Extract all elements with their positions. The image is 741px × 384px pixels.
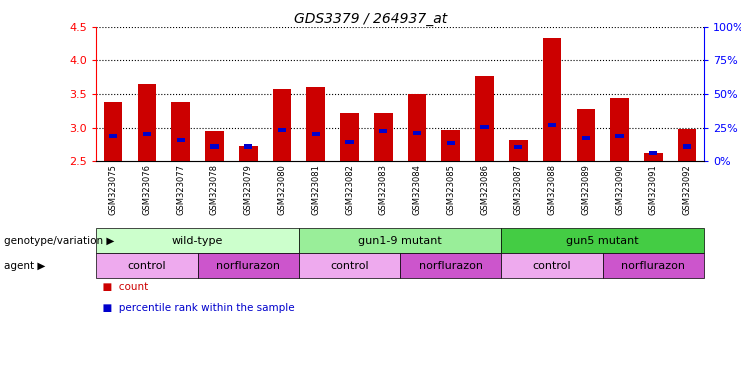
Bar: [509, 140, 528, 161]
Bar: [210, 144, 219, 149]
Text: gun1-9 mutant: gun1-9 mutant: [358, 236, 442, 246]
Bar: [299, 228, 502, 253]
Text: control: control: [330, 261, 369, 271]
Bar: [176, 138, 185, 142]
Bar: [198, 253, 299, 278]
Bar: [644, 153, 662, 161]
Bar: [96, 228, 299, 253]
Bar: [143, 132, 151, 136]
Bar: [379, 129, 388, 133]
Bar: [678, 129, 697, 161]
Bar: [340, 113, 359, 161]
Bar: [447, 141, 455, 145]
Text: agent ▶: agent ▶: [4, 261, 45, 271]
Bar: [374, 113, 393, 161]
Bar: [480, 125, 489, 129]
Bar: [442, 131, 460, 161]
Bar: [273, 89, 291, 161]
Bar: [683, 144, 691, 149]
Text: control: control: [533, 261, 571, 271]
Bar: [311, 132, 320, 136]
Bar: [138, 84, 156, 161]
Text: genotype/variation ▶: genotype/variation ▶: [4, 236, 114, 246]
Bar: [548, 123, 556, 127]
Bar: [582, 136, 590, 141]
Bar: [576, 109, 595, 161]
Bar: [239, 147, 258, 161]
Bar: [611, 98, 629, 161]
Text: ■  count: ■ count: [96, 282, 149, 292]
Bar: [109, 134, 117, 138]
Bar: [96, 253, 198, 278]
Bar: [278, 127, 286, 132]
Text: norflurazon: norflurazon: [419, 261, 483, 271]
Bar: [514, 145, 522, 149]
Bar: [345, 140, 353, 144]
Text: GDS3379 / 264937_at: GDS3379 / 264937_at: [294, 12, 447, 25]
Bar: [413, 131, 421, 135]
Bar: [205, 131, 224, 161]
Bar: [299, 253, 400, 278]
Text: wild-type: wild-type: [172, 236, 223, 246]
Bar: [171, 102, 190, 161]
Text: norflurazon: norflurazon: [216, 261, 280, 271]
Bar: [649, 151, 657, 155]
Bar: [602, 253, 704, 278]
Bar: [104, 102, 122, 161]
Bar: [502, 253, 602, 278]
Bar: [615, 134, 624, 138]
Bar: [400, 253, 502, 278]
Text: control: control: [127, 261, 166, 271]
Bar: [408, 94, 426, 161]
Bar: [244, 144, 253, 149]
Bar: [542, 38, 562, 161]
Bar: [307, 88, 325, 161]
Bar: [502, 228, 704, 253]
Text: norflurazon: norflurazon: [621, 261, 685, 271]
Bar: [475, 76, 494, 161]
Text: gun5 mutant: gun5 mutant: [566, 236, 639, 246]
Text: ■  percentile rank within the sample: ■ percentile rank within the sample: [96, 303, 295, 313]
